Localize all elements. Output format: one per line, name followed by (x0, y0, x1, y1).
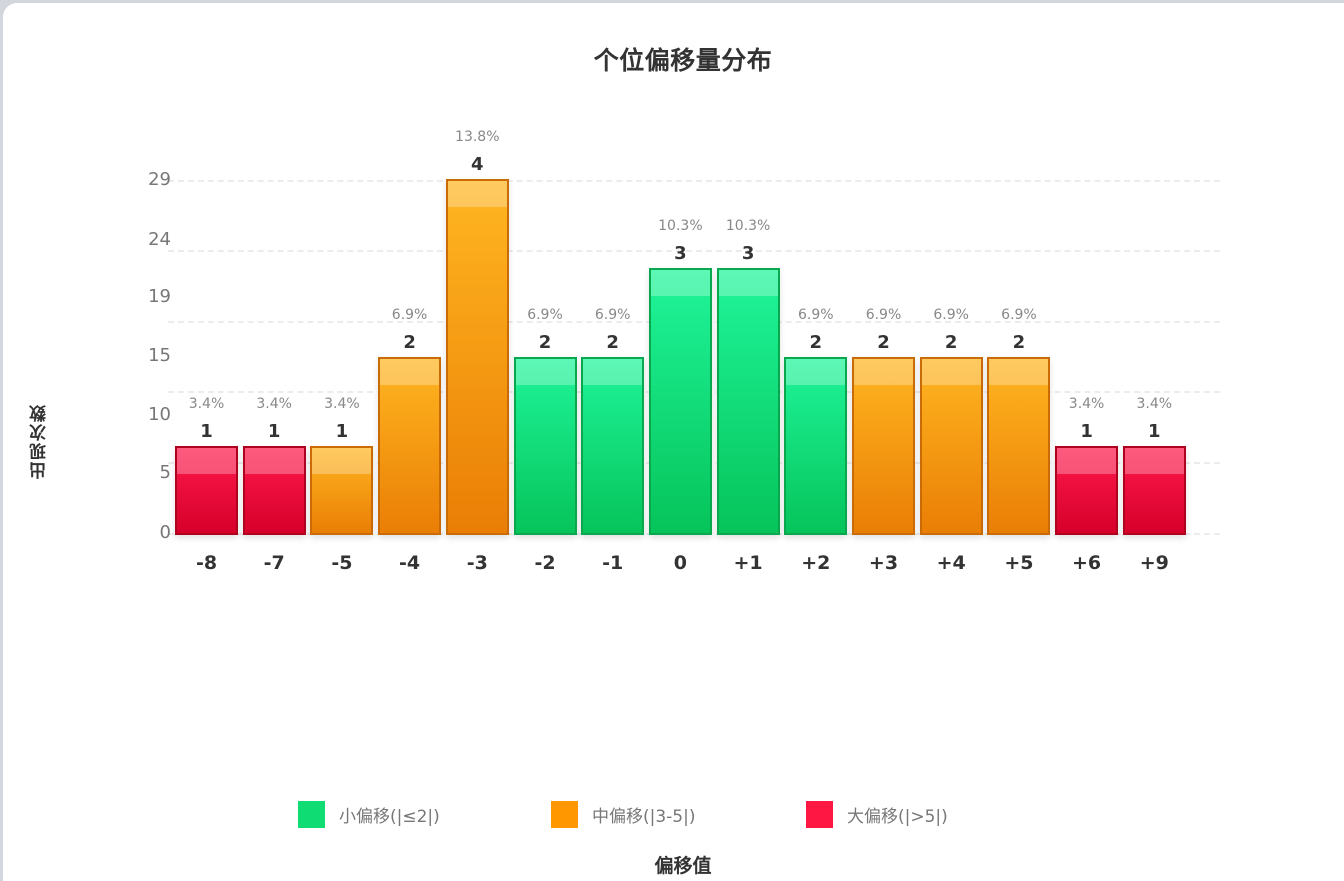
bar--4 (378, 357, 442, 535)
bar-+2 (784, 357, 848, 535)
bar-+9 (1122, 446, 1186, 535)
y-tick-label: 24 (148, 229, 171, 250)
bar--3 (445, 179, 509, 535)
bar-percent-label: 6.9% (865, 307, 902, 323)
bar-percent-label: 6.9% (933, 307, 969, 323)
bar-highlight (312, 448, 372, 474)
gridline (168, 180, 1220, 182)
bar-value-label: 2 (809, 332, 823, 353)
bar-value-label: 2 (1012, 332, 1026, 353)
bar-highlight (921, 359, 981, 385)
x-tick-label: -7 (263, 552, 285, 574)
legend-swatch (298, 800, 325, 828)
bar-+1 (716, 268, 780, 535)
chart-card: 个位偏移量分布 出现次数 0 5 10 15 19 24 29 1 3.4% -8 1 3.4% -7 1… (3, 3, 1344, 881)
bar-value-label: 1 (1148, 421, 1161, 442)
bar-highlight (650, 270, 710, 296)
legend-swatch (806, 800, 833, 828)
bar-highlight (515, 359, 575, 385)
bar-value-label: 1 (200, 421, 213, 442)
bar--2 (513, 357, 577, 535)
bar-percent-label: 6.9% (391, 307, 428, 323)
bar--1 (581, 357, 645, 535)
x-tick-label: +3 (868, 552, 899, 574)
bar-percent-label: 6.9% (527, 307, 563, 323)
bar-value-label: 1 (1080, 421, 1093, 442)
x-tick-label: -3 (466, 552, 488, 574)
bar-highlight (244, 448, 304, 474)
legend-label: 小偏移(|≤2|) (339, 806, 440, 827)
x-tick-label: 0 (673, 552, 687, 574)
bar-+4 (919, 357, 983, 535)
y-tick-label: 0 (159, 522, 171, 543)
bar-percent-label: 6.9% (1001, 307, 1037, 323)
bar-percent-label: 3.4% (1136, 396, 1173, 412)
bar-percent-label: 10.3% (658, 218, 703, 234)
bar-percent-label: 3.4% (1068, 396, 1105, 412)
legend-label: 中偏移(|3-5|) (592, 806, 696, 827)
x-tick-label: -8 (195, 552, 218, 574)
bar-value-label: 1 (267, 421, 281, 442)
bar-percent-label: 6.9% (798, 307, 834, 323)
bar-value-label: 2 (538, 332, 552, 353)
legend-item-small[interactable]: 小偏移(|≤2|) (298, 799, 440, 829)
gridline (168, 250, 1220, 252)
bar-highlight (1057, 448, 1117, 474)
bar-value-label: 4 (471, 154, 484, 175)
x-axis-label: 偏移值 (654, 855, 712, 877)
y-tick-label: 15 (148, 345, 171, 366)
x-tick-label: -1 (602, 552, 624, 574)
bar-value-label: 2 (944, 332, 958, 353)
bar-value-label: 3 (741, 243, 755, 264)
bar-value-label: 1 (335, 421, 349, 442)
bar--7 (242, 446, 306, 535)
bar-percent-label: 13.8% (455, 129, 500, 145)
legend-item-large[interactable]: 大偏移(|>5|) (806, 799, 948, 829)
y-tick-label: 5 (159, 462, 171, 483)
bar-highlight (177, 448, 236, 474)
bar-highlight (989, 359, 1049, 385)
x-tick-label: +9 (1139, 552, 1169, 574)
bar--8 (175, 446, 238, 535)
bar-highlight (447, 181, 507, 207)
bar-percent-label: 10.3% (725, 218, 771, 234)
bar--5 (310, 446, 374, 535)
bar-value-label: 3 (674, 243, 687, 264)
y-tick-label: 29 (148, 169, 171, 190)
bar-+6 (1055, 446, 1119, 535)
x-tick-label: +2 (801, 552, 831, 574)
x-tick-label: -4 (399, 552, 421, 574)
legend-swatch (551, 800, 578, 828)
bar-highlight (854, 359, 913, 385)
legend-label: 大偏移(|>5|) (847, 806, 948, 827)
x-tick-label: +1 (733, 552, 763, 574)
x-tick-label: +4 (936, 552, 966, 574)
bar-value-label: 2 (403, 332, 416, 353)
bar-+3 (852, 357, 915, 535)
bar-percent-label: 3.4% (324, 396, 360, 412)
bar-value-label: 2 (606, 332, 619, 353)
bar-0 (648, 268, 712, 535)
bar-highlight (718, 270, 778, 296)
bar-percent-label: 3.4% (188, 396, 225, 412)
bar-highlight (380, 359, 440, 385)
y-tick-label: 19 (148, 286, 171, 307)
y-tick-label: 10 (148, 404, 171, 425)
bar-percent-label: 3.4% (256, 396, 292, 412)
y-axis-label: 出现次数 (30, 403, 50, 479)
x-tick-label: +5 (1004, 552, 1034, 574)
bar-highlight (1124, 448, 1184, 474)
bar-percent-label: 6.9% (594, 307, 631, 323)
chart-title: 个位偏移量分布 (593, 46, 773, 75)
x-tick-label: -2 (534, 552, 556, 574)
bar-+5 (987, 357, 1051, 535)
x-tick-label: -5 (331, 552, 353, 574)
bar-highlight (786, 359, 846, 385)
bar-value-label: 2 (877, 332, 890, 353)
legend-item-medium[interactable]: 中偏移(|3-5|) (551, 799, 696, 829)
x-tick-label: +6 (1072, 552, 1102, 574)
bar-highlight (583, 359, 643, 385)
